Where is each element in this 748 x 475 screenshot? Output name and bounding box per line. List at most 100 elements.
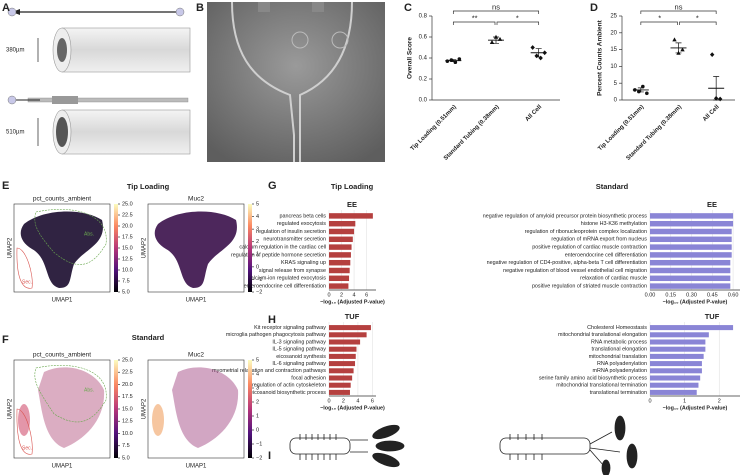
x-tick-label: 0 xyxy=(327,292,330,298)
colorbar-label: 0 xyxy=(256,427,259,433)
category-label: RNA polyadenylation xyxy=(597,361,647,367)
section-title: Tip Loading xyxy=(127,182,170,191)
category-label: calcium-ion regulated exocytosis xyxy=(248,276,326,282)
y-tick-label: 10 xyxy=(610,64,617,70)
axis-title: UMAP2 xyxy=(8,398,14,419)
y-tick-label: 25 xyxy=(610,14,617,20)
colorbar-label: 4 xyxy=(256,371,259,377)
bar xyxy=(329,267,350,274)
category-label: enteroendocrine cell differentiation xyxy=(565,252,647,258)
y-tick-label: 0.8 xyxy=(419,14,428,20)
section-title: Standard xyxy=(132,333,165,342)
colorbar-label: 12.5 xyxy=(122,256,133,262)
bar xyxy=(329,275,350,282)
colorbar-label: 20.0 xyxy=(122,223,133,229)
panel-label: C xyxy=(404,2,412,14)
category-label: negative regulation of blood vessel endo… xyxy=(503,268,647,274)
bar xyxy=(650,228,732,235)
x-tick-label: 0.15 xyxy=(665,292,676,298)
y-tick-label: 15 xyxy=(610,47,617,53)
error-bar xyxy=(637,87,644,93)
data-point xyxy=(717,96,723,102)
category-label: mRNA polyadenylation xyxy=(592,368,647,374)
colorbar-label: 17.5 xyxy=(122,394,133,400)
category-label: positive regulation of cardiac muscle co… xyxy=(532,245,647,251)
error-bar xyxy=(713,76,720,101)
chart-title: TUF xyxy=(705,312,720,321)
colorbar-label: 5 xyxy=(256,201,259,207)
axis-title: UMAP2 xyxy=(142,237,148,258)
colorbar-label: 22.5 xyxy=(122,370,133,376)
bar xyxy=(329,389,350,395)
bar xyxy=(329,252,351,258)
axis-title: UMAP1 xyxy=(52,464,73,470)
colorbar-label: −1 xyxy=(256,277,262,283)
x-tick-label: 0 xyxy=(327,398,330,404)
category-label: regulation of peptide hormone secretion xyxy=(231,252,326,258)
chart-title: EE xyxy=(707,200,717,209)
category-label: microglia pathogen phagocytosis pathway xyxy=(226,332,326,338)
x-tick-label: 2 xyxy=(342,398,345,404)
bar xyxy=(329,353,356,359)
bar xyxy=(329,361,356,367)
colorbar-label: −1 xyxy=(256,441,262,447)
colorbar-label: 25.0 xyxy=(122,201,133,207)
category-label: regulated exocytosis xyxy=(277,221,326,227)
plot-frame xyxy=(13,359,111,459)
bar xyxy=(650,259,731,266)
colorbar-label: 25.0 xyxy=(122,357,133,363)
category-label: regulation of actin cytoskeleton xyxy=(252,383,326,389)
category-label: translational elongation xyxy=(592,347,647,353)
colorbar-label: 7.5 xyxy=(122,278,130,284)
colorbar-label: 4 xyxy=(256,214,259,220)
colorbar-label: 22.5 xyxy=(122,212,133,218)
bar xyxy=(650,244,732,250)
panel-label: G xyxy=(268,180,277,192)
y-tick-label: 0.6 xyxy=(419,35,428,41)
colorbar xyxy=(248,204,252,292)
bar xyxy=(650,236,732,243)
category-label: eicosanoid synthesis xyxy=(276,354,326,360)
bar xyxy=(650,220,734,227)
category-label: RNA metabolic process xyxy=(591,339,647,345)
category-label: regulation of mRNA export from nucleus xyxy=(551,237,647,243)
data-point xyxy=(445,59,450,63)
plot-title: Muc2 xyxy=(188,352,204,359)
category-label: IL-3 signaling pathway xyxy=(272,339,326,345)
x-tick-label: 0.30 xyxy=(686,292,697,298)
data-point xyxy=(453,60,458,64)
bar xyxy=(650,275,731,282)
bar xyxy=(329,213,373,219)
x-axis-title: −log₁₀ (Adjusted P-value) xyxy=(663,299,728,305)
category-label: negative regulation of amyloid precursor… xyxy=(483,213,648,219)
category-label: focal adhesion xyxy=(291,375,326,381)
y-axis-title: Percent Counts Ambient xyxy=(597,19,604,95)
category-label: positive regulation of striated muscle c… xyxy=(532,284,647,290)
bar xyxy=(329,325,371,331)
region-label: Abs. xyxy=(84,231,94,237)
y-tick-label: 20 xyxy=(610,30,617,36)
category-label: mitochondrial translation xyxy=(589,354,647,360)
significance-bracket xyxy=(452,10,540,14)
colorbar-label: 17.5 xyxy=(122,234,133,240)
region-label: Sec. xyxy=(22,445,32,451)
plot-frame xyxy=(147,203,245,293)
category-label: regulation of ribonucleoprotein complex … xyxy=(525,229,647,235)
category-label: Cholesterol Homeostasis xyxy=(587,325,647,331)
panel-label: F xyxy=(2,334,9,346)
y-tick-label: 0.4 xyxy=(419,56,428,62)
bar xyxy=(329,283,349,289)
category-label: relaxation of cardiac muscle xyxy=(580,276,647,282)
axis-title: UMAP1 xyxy=(186,464,207,470)
category-label: Kit receptor signaling pathway xyxy=(254,325,326,331)
bar xyxy=(650,361,702,367)
x-tick-label: 0.60 xyxy=(728,292,739,298)
significance-bracket xyxy=(452,21,496,25)
bar xyxy=(329,375,353,381)
bar xyxy=(650,375,701,381)
colorbar-label: 15.0 xyxy=(122,245,133,251)
panel-label: E xyxy=(2,180,9,192)
y-tick-label: 0.0 xyxy=(419,98,428,104)
region-outline xyxy=(16,247,33,289)
